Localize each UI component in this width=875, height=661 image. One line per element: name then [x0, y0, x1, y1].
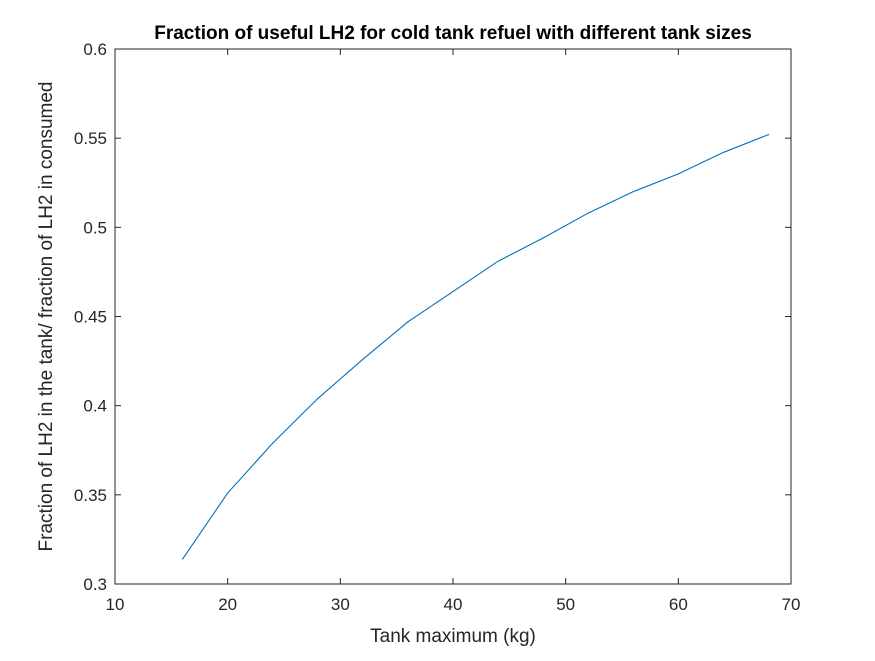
y-tick-label: 0.6 [83, 40, 107, 59]
y-tick-label: 0.5 [83, 218, 107, 237]
y-tick-label: 0.55 [74, 129, 107, 148]
x-tick-label: 40 [444, 595, 463, 614]
data-point [317, 397, 319, 400]
x-axis-label: Tank maximum (kg) [370, 626, 536, 647]
data-point [182, 558, 184, 560]
y-tick-label: 0.3 [83, 575, 107, 594]
y-axis-ticks: 0.3 0.35 0.4 0.45 0.5 0.55 0.6 [74, 40, 791, 594]
chart-title: Fraction of useful LH2 for cold tank ref… [154, 23, 752, 44]
data-point [497, 260, 499, 262]
axes-box [114, 48, 792, 585]
data-point [632, 191, 634, 193]
x-tick-label: 20 [218, 595, 237, 614]
y-tick-label: 0.4 [83, 397, 107, 416]
plot-area [115, 49, 791, 584]
y-tick-label: 0.45 [74, 308, 107, 327]
data-point [407, 321, 409, 323]
x-tick-label: 50 [556, 595, 575, 614]
y-axis-label: Fraction of LH2 in the tank/ fraction of… [36, 82, 57, 552]
data-point [587, 212, 589, 214]
data-point [677, 173, 679, 175]
series-lines [182, 134, 770, 560]
x-tick-label: 70 [782, 595, 801, 614]
x-tick-label: 30 [331, 595, 350, 614]
data-point [722, 151, 725, 154]
y-tick-label: 0.35 [74, 486, 107, 505]
data-point [452, 290, 454, 293]
series-line [182, 134, 769, 560]
data-point [272, 442, 274, 444]
x-tick-label: 60 [669, 595, 688, 614]
data-point [227, 492, 229, 494]
x-tick-label: 10 [106, 595, 125, 614]
data-point [542, 237, 544, 239]
data-point [767, 134, 770, 136]
data-point [362, 358, 364, 360]
